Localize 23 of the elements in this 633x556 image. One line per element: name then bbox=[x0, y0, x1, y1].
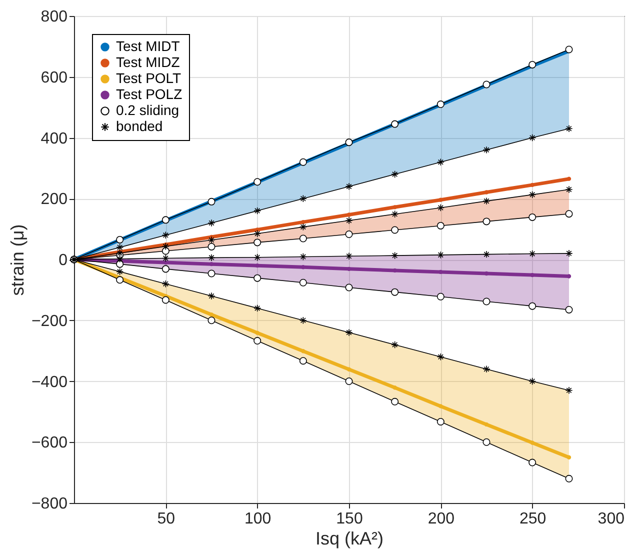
y-tick-label: −600 bbox=[31, 434, 68, 452]
legend-label: bonded bbox=[116, 118, 163, 134]
y-tick-label: −800 bbox=[31, 496, 68, 512]
x-tick-label: 50 bbox=[157, 510, 176, 528]
legend-label: 0.2 sliding bbox=[116, 102, 180, 118]
legend-label: Test MIDZ bbox=[116, 54, 180, 70]
x-tick-label: 200 bbox=[428, 510, 455, 528]
y-tick-label: 400 bbox=[40, 130, 68, 148]
y-tick-label: 200 bbox=[40, 191, 68, 208]
legend-label: Test POLT bbox=[116, 70, 182, 86]
y-tick-label: −400 bbox=[31, 374, 68, 391]
legend-label: Test MIDT bbox=[116, 38, 180, 54]
y-tick-label: −200 bbox=[31, 312, 68, 330]
y-tick-label: 800 bbox=[40, 8, 68, 26]
legend-label: Test POLZ bbox=[116, 86, 183, 102]
x-tick-label: 150 bbox=[336, 510, 363, 528]
y-axis-title: strain (μ) bbox=[7, 224, 28, 296]
x-tick-label: 250 bbox=[519, 510, 546, 528]
x-tick-label: 100 bbox=[244, 510, 272, 528]
y-tick-label: 0 bbox=[58, 252, 68, 269]
x-tick-label: 300 bbox=[598, 510, 625, 528]
y-tick-label: 600 bbox=[40, 69, 68, 86]
x-axis-title: Isq (kA²) bbox=[315, 528, 384, 548]
